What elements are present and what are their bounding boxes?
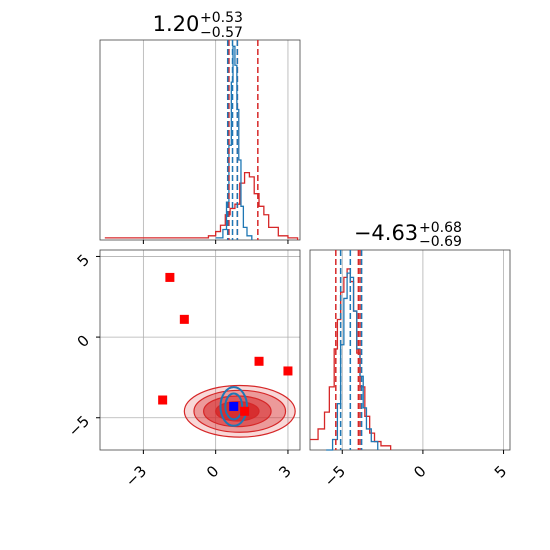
joint-blue-contour-1 <box>224 392 244 421</box>
joint-red-marker-3 <box>283 366 293 376</box>
x-marginal-blue-histogram <box>215 45 253 240</box>
joint-red-marker-5 <box>240 406 250 416</box>
joint-panel <box>99 249 301 451</box>
x-marginal-panel <box>99 39 301 241</box>
y-marginal-tick-label-1: 0 <box>410 462 429 481</box>
joint-blue-marker-0 <box>229 401 239 411</box>
joint-y-tick-label-0: −5 <box>65 412 93 440</box>
joint-red-marker-2 <box>254 356 264 366</box>
x-param-title-main: 1.20 <box>153 12 200 36</box>
joint-blue-contour-0 <box>219 386 248 427</box>
joint-red-contour-3 <box>215 401 260 422</box>
joint-red-marker-0 <box>165 272 175 282</box>
joint-y-tick-label-2: 5 <box>74 251 93 270</box>
x-param-title-sup: +0.53 <box>200 10 243 26</box>
y-marginal-tick-label-2: 5 <box>491 462 510 481</box>
y-marginal-frame <box>309 249 511 451</box>
x-marginal-frame <box>99 39 301 241</box>
x-marginal-red-histogram <box>104 171 299 240</box>
y-marginal-blue-histogram <box>326 272 379 451</box>
x-param-title-sub: −0.57 <box>200 25 243 41</box>
y-marginal-tick-label-0: −5 <box>321 462 349 490</box>
joint-x-tick-label-1: 0 <box>203 462 222 481</box>
joint-y-tick-label-1: 0 <box>74 331 93 350</box>
x-param-title: 1.20 <box>153 12 200 36</box>
y-param-title-main: −4.63 <box>354 221 418 245</box>
joint-frame <box>99 249 301 451</box>
joint-red-marker-4 <box>158 395 168 405</box>
joint-x-tick-label-0: −3 <box>122 462 150 490</box>
joint-red-marker-1 <box>179 314 189 324</box>
tick-labels: −3 0 3 −5 0 5 −5 0 5 <box>65 240 510 490</box>
y-param-title-sub: −0.69 <box>419 234 462 250</box>
y-param-title-sup: +0.68 <box>419 220 462 236</box>
y-marginal-panel <box>309 249 511 451</box>
joint-x-tick-label-2: 3 <box>275 462 294 481</box>
